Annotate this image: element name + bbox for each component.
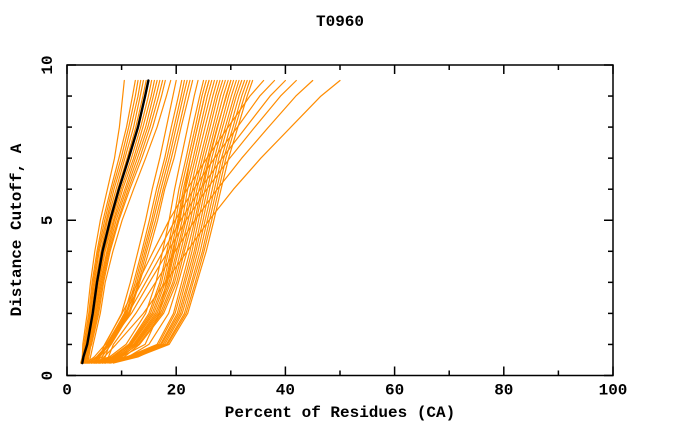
x-axis-label: Percent of Residues (CA) <box>224 404 456 422</box>
x-tick-label: 60 <box>385 382 404 400</box>
model-curve <box>98 79 210 364</box>
model-curve <box>101 79 286 364</box>
model-curve <box>99 79 341 364</box>
model-curve <box>82 79 155 364</box>
model-curve <box>102 79 243 364</box>
model-curve <box>88 79 199 364</box>
model-curve <box>93 79 221 364</box>
model-curve <box>108 79 254 364</box>
y-tick-label: 0 <box>39 371 57 381</box>
model-curve <box>99 79 276 364</box>
model-curve <box>84 79 166 364</box>
model-curve <box>90 79 205 364</box>
model-curve <box>88 79 191 364</box>
model-curve <box>81 79 136 364</box>
model-curve <box>104 79 232 364</box>
x-tick-label: 40 <box>276 382 295 400</box>
model-curve <box>83 79 161 364</box>
model-curve <box>93 79 297 364</box>
y-tick-label: 10 <box>39 55 57 74</box>
reference-curve <box>81 79 150 365</box>
model-curve <box>80 79 139 364</box>
x-tick-label: 0 <box>62 382 72 400</box>
model-curve <box>80 79 125 364</box>
x-tick-label: 20 <box>167 382 186 400</box>
y-tick-label: 5 <box>39 215 57 225</box>
model-curve <box>104 79 229 364</box>
model-curve <box>92 79 194 364</box>
model-curve <box>91 79 215 364</box>
x-tick-label: 80 <box>494 382 513 400</box>
x-tick-label: 100 <box>599 382 628 400</box>
model-curve <box>94 79 251 364</box>
model-curve <box>95 79 226 364</box>
model-curve <box>88 79 172 364</box>
model-curve <box>96 79 265 364</box>
model-curve <box>104 79 314 364</box>
chart-title: T0960 <box>315 13 364 31</box>
